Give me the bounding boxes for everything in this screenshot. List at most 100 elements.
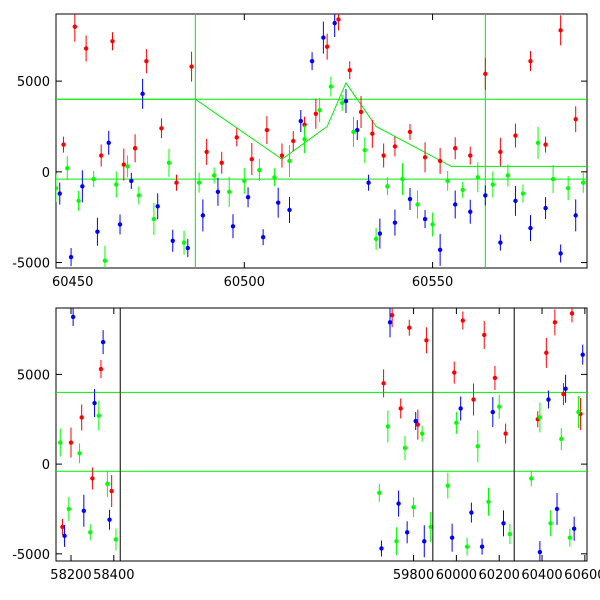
bottom-data-point [490, 409, 495, 415]
top-data-point [95, 229, 100, 234]
bottom-data-point [394, 539, 399, 544]
bottom-data-point [413, 418, 418, 424]
bottom-data-point [454, 420, 459, 426]
top-data-point [370, 131, 375, 136]
bottom-data-point [537, 549, 543, 555]
top-series-1 [57, 14, 578, 267]
bottom-data-point [576, 409, 581, 415]
top-data-point [287, 158, 292, 164]
top-data-point [460, 187, 465, 193]
bottom-x-tick-label: 58200 [50, 568, 91, 583]
bottom-data-point [486, 499, 491, 504]
top-data-point [76, 198, 81, 204]
top-data-point [358, 109, 364, 115]
top-data-point [83, 46, 89, 51]
top-data-point [106, 140, 111, 146]
bottom-data-point [458, 406, 463, 411]
top-data-point [302, 136, 307, 142]
top-data-point [324, 44, 330, 49]
top-data-point [309, 58, 315, 64]
bottom-data-point [377, 490, 382, 496]
bottom-data-point [424, 338, 429, 343]
top-data-point [200, 213, 206, 218]
bottom-data-point [479, 544, 485, 549]
top-data-point [468, 153, 473, 158]
top-data-point [373, 236, 379, 242]
top-data-point [513, 198, 518, 204]
bottom-data-point [90, 476, 95, 481]
top-envelope-line [56, 81, 587, 167]
bottom-series-1 [62, 308, 585, 561]
bottom-data-point [81, 508, 87, 513]
bottom-y-tick-label: -5000 [12, 548, 50, 563]
top-data-point [287, 207, 292, 213]
top-data-point [155, 204, 160, 209]
top-data-point [166, 160, 172, 165]
top-data-point [211, 173, 217, 178]
bottom-data-point [445, 483, 451, 488]
top-data-point [581, 180, 586, 185]
top-data-point [573, 117, 578, 122]
bottom-x-tick-label: 60000 [436, 568, 477, 583]
top-data-point [181, 240, 187, 245]
bottom-data-point [554, 506, 560, 512]
top-data-point [91, 176, 96, 182]
bottom-data-point [537, 415, 543, 420]
top-data-point [336, 17, 341, 22]
top-data-point [535, 140, 541, 146]
top-data-point [498, 149, 503, 155]
top-data-point [102, 258, 108, 263]
top-data-point [65, 166, 70, 171]
top-data-point [558, 251, 563, 256]
bottom-series-2 [58, 394, 581, 556]
top-data-point [98, 153, 104, 158]
top-x-tick-label: 60550 [412, 275, 453, 290]
top-data-point [528, 58, 533, 64]
bottom-x-tick-label: 59800 [393, 568, 434, 583]
bottom-x-tick-label: 60200 [479, 568, 520, 583]
top-data-point [422, 155, 428, 160]
bottom-data-point [58, 440, 63, 445]
bottom-data-point [469, 510, 474, 515]
top-data-point [219, 160, 224, 165]
top-data-point [56, 185, 59, 191]
bottom-data-point [98, 366, 104, 372]
bottom-data-point [79, 415, 84, 420]
bottom-data-point [428, 524, 433, 530]
top-data-point [204, 149, 209, 155]
top-data-point [400, 176, 405, 182]
top-data-point [80, 184, 85, 189]
bottom-data-point [475, 443, 481, 449]
bottom-data-point [77, 451, 82, 456]
top-data-point [437, 247, 443, 253]
top-data-point [72, 24, 78, 29]
top-data-point [174, 180, 179, 185]
bottom-plot-frame [55, 307, 588, 562]
top-data-point [260, 234, 266, 240]
top-data-point [573, 213, 578, 218]
top-data-point [121, 162, 126, 167]
bottom-data-point [460, 318, 466, 323]
bottom-data-point [569, 311, 575, 316]
top-data-point [234, 135, 239, 140]
top-data-point [415, 202, 420, 207]
top-data-point [291, 138, 296, 144]
top-data-point [279, 153, 285, 158]
bottom-data-point [387, 320, 393, 325]
top-data-point [129, 178, 134, 184]
top-series-2 [56, 76, 586, 268]
bottom-data-point [385, 424, 391, 429]
top-data-point [351, 129, 356, 135]
bottom-data-point [411, 504, 416, 510]
top-data-point [249, 156, 255, 162]
bottom-data-point [501, 521, 506, 526]
bottom-data-point [404, 530, 410, 535]
bottom-panel: -5000 0 5000 58200 58400 59800 60000 60200 60400… [12, 307, 600, 583]
bottom-data-point [109, 488, 114, 494]
top-data-point [550, 176, 556, 182]
top-data-point [114, 182, 119, 187]
bottom-data-point [407, 325, 412, 330]
bottom-data-point [548, 521, 553, 526]
bottom-data-point [389, 312, 395, 318]
